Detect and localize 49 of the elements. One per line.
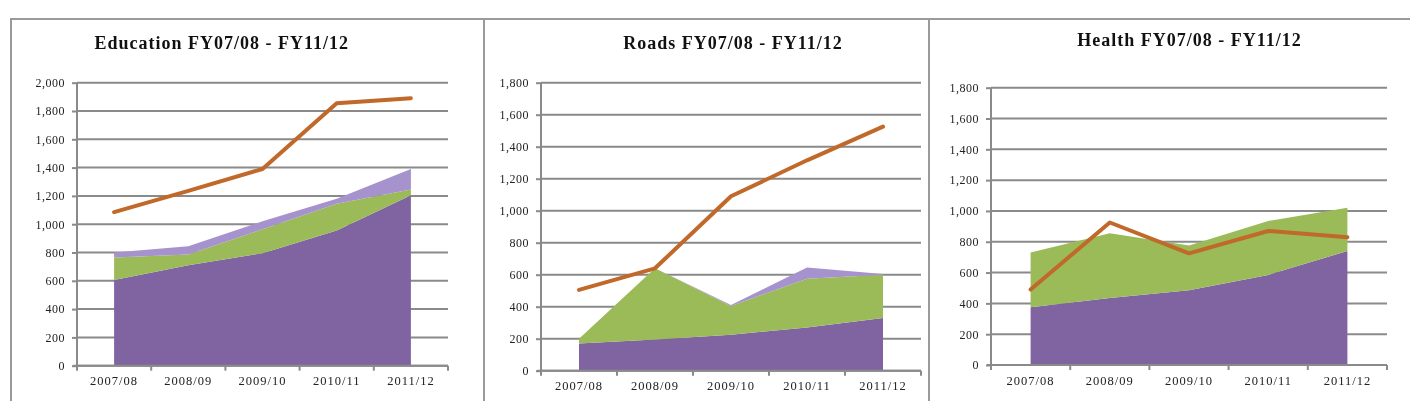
- x-tick-label: 2010/11: [1244, 373, 1292, 388]
- y-tick-label: 2,000: [35, 76, 65, 91]
- x-tick-label: 2009/10: [238, 373, 287, 388]
- y-tick-label: 1,600: [35, 132, 65, 147]
- chart-title: Health FY07/08 - FY11/12: [1077, 30, 1302, 51]
- chart-title: Education FY07/08 - FY11/12: [94, 33, 349, 54]
- y-tick-label: 1,200: [949, 173, 979, 188]
- y-tick-label: 1,000: [35, 217, 65, 232]
- x-tick-label: 2007/08: [555, 378, 603, 393]
- x-tick-label: 2010/11: [312, 373, 361, 388]
- y-tick-label: 1,000: [949, 204, 979, 219]
- x-tick-label: 2011/12: [859, 378, 907, 393]
- x-tick-label: 2008/09: [164, 373, 213, 388]
- y-tick-label: 0: [522, 364, 529, 379]
- x-tick-label: 2009/10: [1165, 373, 1213, 388]
- y-tick-label: 1,600: [949, 111, 979, 126]
- y-tick-label: 200: [959, 327, 979, 342]
- x-tick-label: 2007/08: [1006, 373, 1055, 388]
- y-tick-label: 1,200: [499, 172, 529, 187]
- y-tick-label: 800: [959, 235, 979, 250]
- y-tick-label: 1,400: [35, 160, 65, 175]
- y-tick-label: 1,600: [499, 108, 529, 123]
- x-tick-label: 2011/12: [1323, 373, 1372, 388]
- x-tick-label: 2010/11: [783, 378, 831, 393]
- x-tick-label: 2008/09: [631, 378, 679, 393]
- x-tick-label: 2007/08: [90, 373, 139, 388]
- y-tick-label: 400: [509, 300, 529, 315]
- x-tick-label: 2009/10: [707, 378, 755, 393]
- y-tick-label: 1,400: [949, 142, 979, 157]
- y-tick-label: 0: [58, 359, 65, 374]
- y-tick-label: 600: [45, 274, 65, 289]
- y-tick-label: 400: [959, 296, 979, 311]
- y-tick-label: 600: [509, 268, 529, 283]
- chart-title: Roads FY07/08 - FY11/12: [623, 33, 843, 54]
- y-tick-label: 0: [972, 358, 979, 373]
- y-tick-label: 1,800: [499, 76, 529, 91]
- y-tick-label: 400: [45, 302, 65, 317]
- y-tick-label: 1,400: [499, 140, 529, 155]
- y-tick-label: 600: [959, 265, 979, 280]
- y-tick-label: 1,200: [35, 189, 65, 204]
- y-tick-label: 1,800: [949, 81, 979, 96]
- x-tick-label: 2011/12: [387, 373, 435, 388]
- y-tick-label: 1,000: [499, 204, 529, 219]
- y-tick-label: 200: [509, 332, 529, 347]
- y-tick-label: 800: [45, 245, 65, 260]
- x-tick-label: 2008/09: [1085, 373, 1134, 388]
- y-tick-label: 1,800: [35, 104, 65, 119]
- y-tick-label: 200: [45, 330, 65, 345]
- y-tick-label: 800: [509, 236, 529, 251]
